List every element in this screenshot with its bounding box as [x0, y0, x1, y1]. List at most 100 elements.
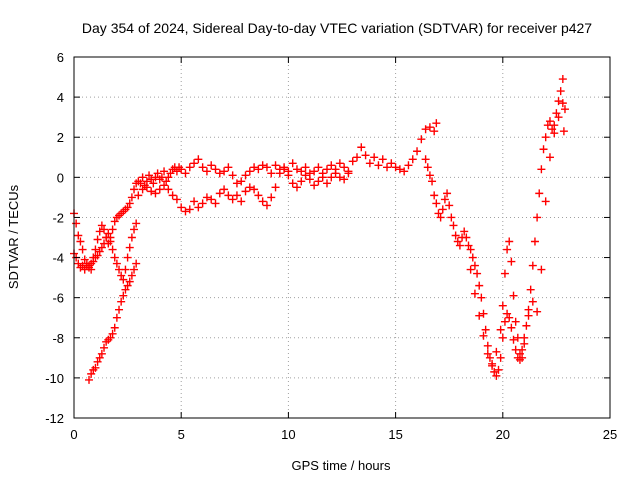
data-point — [530, 237, 539, 246]
data-point — [436, 213, 445, 222]
data-point — [526, 285, 535, 294]
data-point — [440, 195, 449, 204]
data-point — [477, 293, 486, 302]
data-point — [421, 125, 430, 134]
data-point — [110, 323, 119, 332]
data-point — [548, 125, 557, 134]
data-point — [254, 191, 263, 200]
data-point — [151, 189, 160, 198]
data-point — [511, 317, 520, 326]
data-point — [190, 197, 199, 206]
data-point — [121, 265, 130, 274]
data-point — [413, 147, 422, 156]
data-point — [215, 189, 224, 198]
data-point — [121, 285, 130, 294]
data-point — [142, 183, 151, 192]
data-point — [164, 185, 173, 194]
data-point — [87, 369, 96, 378]
data-point — [220, 167, 229, 176]
data-point — [327, 161, 336, 170]
series-5 — [466, 99, 567, 368]
data-point — [127, 271, 136, 280]
data-point — [378, 155, 387, 164]
data-point — [100, 343, 109, 352]
data-point — [292, 183, 301, 192]
data-point — [494, 365, 503, 374]
data-point — [95, 353, 104, 362]
data-point — [322, 165, 331, 174]
data-point — [76, 237, 85, 246]
data-point — [535, 189, 544, 198]
data-point — [110, 253, 119, 262]
data-point — [130, 265, 139, 274]
data-point — [383, 163, 392, 172]
data-point — [112, 259, 121, 268]
data-point — [537, 265, 546, 274]
data-point — [447, 213, 456, 222]
data-point — [123, 281, 132, 290]
data-point — [100, 225, 109, 234]
data-point — [425, 123, 434, 132]
series-3 — [85, 259, 141, 384]
y-tick-label: -4 — [52, 251, 64, 266]
data-point — [288, 159, 297, 168]
data-point — [198, 199, 207, 208]
data-point — [357, 143, 366, 152]
data-point — [344, 169, 353, 178]
data-point — [181, 207, 190, 216]
data-point — [198, 163, 207, 172]
data-point — [134, 191, 143, 200]
data-point — [97, 221, 106, 230]
data-point — [374, 161, 383, 170]
data-point — [503, 309, 512, 318]
x-tick-label: 10 — [281, 427, 295, 442]
data-point — [177, 165, 186, 174]
data-point — [224, 163, 233, 172]
data-point — [275, 169, 284, 178]
data-point — [500, 269, 509, 278]
data-point — [258, 197, 267, 206]
data-point — [310, 167, 319, 176]
data-point — [132, 219, 141, 228]
data-point — [505, 313, 514, 322]
data-point — [466, 245, 475, 254]
data-point — [395, 165, 404, 174]
data-point — [488, 359, 497, 368]
data-point — [250, 163, 259, 172]
data-point — [528, 297, 537, 306]
data-point — [537, 165, 546, 174]
data-point — [138, 185, 147, 194]
data-point — [518, 345, 527, 354]
data-point — [190, 159, 199, 168]
data-point — [130, 225, 139, 234]
data-point — [423, 163, 432, 172]
data-point — [168, 191, 177, 200]
series-4 — [421, 75, 569, 380]
data-points — [70, 75, 569, 384]
data-point — [194, 203, 203, 212]
data-point — [127, 233, 136, 242]
x-tick-label: 0 — [70, 427, 77, 442]
data-point — [85, 261, 94, 270]
data-point — [127, 193, 136, 202]
data-point — [425, 171, 434, 180]
data-point — [445, 201, 454, 210]
data-point — [556, 87, 565, 96]
y-tick-label: -8 — [52, 331, 64, 346]
data-point — [348, 157, 357, 166]
x-tick-label: 15 — [388, 427, 402, 442]
data-point — [117, 271, 126, 280]
data-point — [470, 261, 479, 270]
data-point — [119, 291, 128, 300]
x-axis-label: GPS time / hours — [292, 458, 391, 473]
y-tick-label: -10 — [45, 371, 64, 386]
data-point — [185, 163, 194, 172]
data-point — [554, 97, 563, 106]
data-point — [138, 173, 147, 182]
data-point — [496, 353, 505, 362]
data-point — [322, 179, 331, 188]
data-point — [228, 171, 237, 180]
y-axis-label: SDTVAR / TECUs — [6, 184, 21, 289]
data-point — [224, 191, 233, 200]
data-point — [387, 159, 396, 168]
